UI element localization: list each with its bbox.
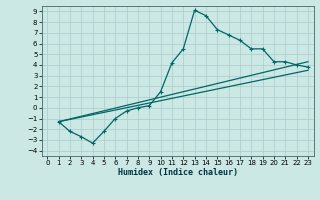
X-axis label: Humidex (Indice chaleur): Humidex (Indice chaleur): [118, 168, 237, 177]
